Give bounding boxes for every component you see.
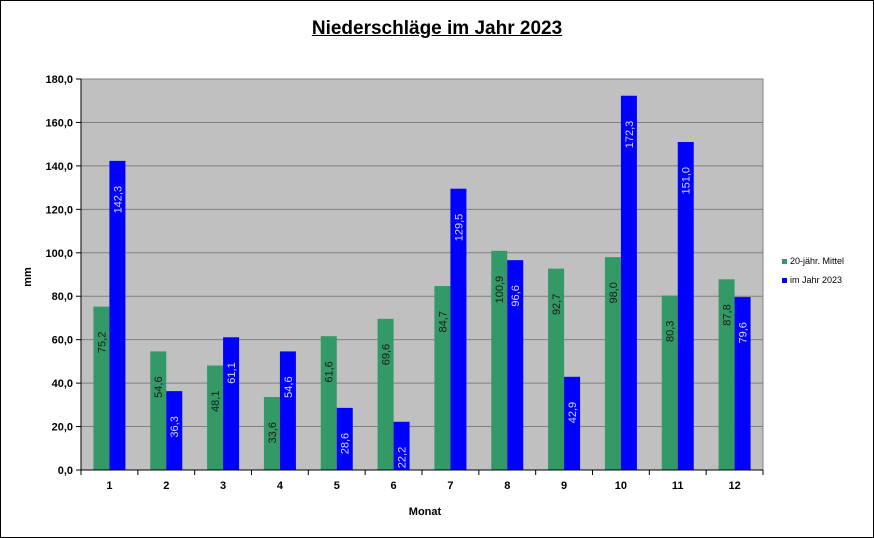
bar bbox=[548, 268, 565, 470]
y-tick-label: 60,0 bbox=[52, 335, 73, 347]
bar bbox=[718, 279, 735, 470]
x-tick-label: 2 bbox=[163, 480, 169, 492]
y-tick-label: 80,0 bbox=[52, 291, 73, 303]
data-label: 172,3 bbox=[624, 121, 636, 149]
data-label: 92,7 bbox=[551, 294, 563, 315]
data-label: 54,6 bbox=[153, 376, 165, 397]
x-tick-label: 12 bbox=[728, 480, 740, 492]
x-tick-label: 3 bbox=[220, 480, 226, 492]
x-tick-label: 5 bbox=[334, 480, 340, 492]
bar bbox=[661, 295, 678, 470]
y-axis-label: mm bbox=[22, 267, 34, 287]
plot-area bbox=[80, 78, 764, 471]
bar bbox=[734, 297, 751, 470]
x-tick-label: 10 bbox=[615, 480, 627, 492]
bar bbox=[336, 407, 353, 470]
bar bbox=[279, 351, 296, 470]
data-label: 100,9 bbox=[494, 276, 506, 304]
data-label: 151,0 bbox=[681, 167, 693, 195]
data-label: 142,3 bbox=[112, 186, 124, 214]
bar bbox=[223, 337, 240, 470]
y-tick-label: 20,0 bbox=[52, 422, 73, 434]
y-tick-label: 100,0 bbox=[45, 248, 73, 260]
bar bbox=[377, 318, 394, 470]
data-label: 28,6 bbox=[340, 433, 352, 454]
bar bbox=[507, 260, 524, 470]
data-label: 96,6 bbox=[510, 285, 522, 306]
bar bbox=[677, 141, 694, 470]
bar bbox=[150, 351, 167, 470]
x-tick-label: 7 bbox=[447, 480, 453, 492]
x-tick-label: 11 bbox=[672, 480, 684, 492]
chart-title: Niederschläge im Jahr 2023 bbox=[311, 18, 563, 39]
data-label: 129,5 bbox=[453, 214, 465, 242]
legend-label: im Jahr 2023 bbox=[790, 275, 842, 285]
data-label: 48,1 bbox=[210, 391, 222, 412]
bar bbox=[564, 376, 581, 470]
bar bbox=[320, 336, 337, 470]
bar bbox=[263, 397, 280, 470]
y-tick-label: 180,0 bbox=[45, 74, 73, 86]
y-tick-label: 0,0 bbox=[58, 465, 73, 477]
data-label: 33,6 bbox=[267, 422, 279, 443]
bar bbox=[491, 250, 508, 470]
data-label: 69,6 bbox=[381, 344, 393, 365]
bar bbox=[93, 306, 110, 470]
data-label: 79,6 bbox=[738, 322, 750, 343]
y-tick-label: 140,0 bbox=[45, 161, 73, 173]
legend-label: 20-jähr. Mittel bbox=[790, 256, 844, 266]
data-label: 98,0 bbox=[608, 282, 620, 303]
legend-swatch bbox=[782, 259, 787, 264]
data-label: 75,2 bbox=[96, 332, 108, 353]
data-label: 87,8 bbox=[722, 304, 734, 325]
data-label: 54,6 bbox=[283, 376, 295, 397]
x-tick-label: 1 bbox=[106, 480, 112, 492]
x-tick-label: 6 bbox=[391, 480, 397, 492]
bar bbox=[450, 188, 467, 471]
legend-swatch bbox=[782, 278, 787, 283]
data-label: 80,3 bbox=[665, 321, 677, 342]
x-tick-label: 4 bbox=[277, 480, 284, 492]
data-label: 84,7 bbox=[437, 311, 449, 332]
y-tick-label: 160,0 bbox=[45, 117, 73, 129]
data-label: 22,2 bbox=[397, 447, 409, 468]
x-tick-label: 8 bbox=[504, 480, 510, 492]
x-tick-label: 9 bbox=[561, 480, 567, 492]
data-label: 36,3 bbox=[169, 416, 181, 437]
data-label: 61,6 bbox=[324, 361, 336, 382]
y-tick-label: 120,0 bbox=[45, 204, 73, 216]
bar bbox=[620, 95, 637, 471]
bar bbox=[393, 421, 410, 470]
bar bbox=[207, 365, 224, 470]
bar bbox=[166, 391, 183, 470]
data-label: 42,9 bbox=[567, 402, 579, 423]
bar bbox=[604, 257, 621, 470]
legend: 20-jähr. Mittel im Jahr 2023 bbox=[782, 256, 844, 285]
data-label: 61,1 bbox=[226, 362, 238, 383]
bar bbox=[434, 286, 451, 470]
x-axis-label: Monat bbox=[409, 506, 442, 518]
y-tick-label: 40,0 bbox=[52, 378, 73, 390]
bar bbox=[109, 160, 126, 471]
